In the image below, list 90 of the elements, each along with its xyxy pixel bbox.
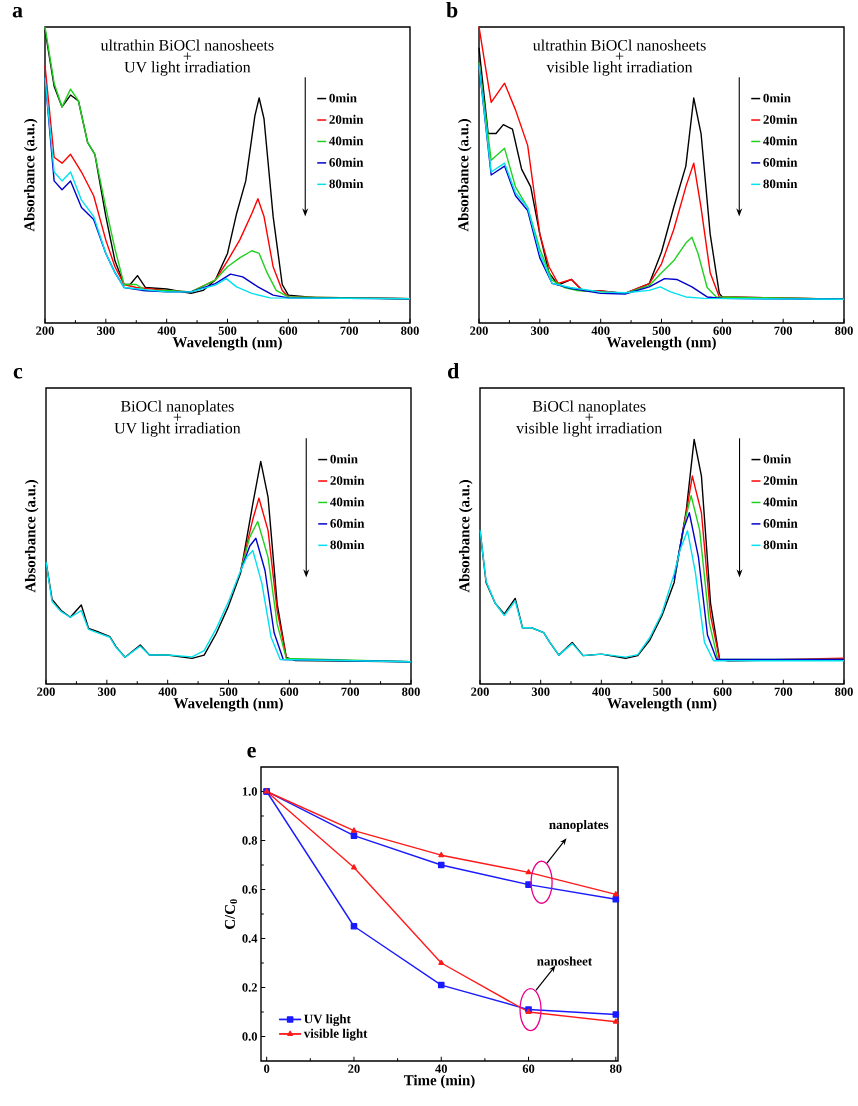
y-axis-title: C/C$_{0}$ [224, 899, 238, 929]
x-axis-title: Wavelength (nm) [607, 697, 717, 712]
y-tick-label: 0.6 [242, 885, 258, 894]
x-tick-label: 600 [713, 687, 732, 696]
x-tick-label: 800 [401, 326, 419, 335]
y-tick-label: 0.0 [242, 1032, 258, 1041]
x-tick-label: 700 [341, 687, 360, 696]
legend-label: 80min [329, 179, 364, 189]
legend-label: 20min [329, 114, 364, 124]
annotation: visible light irradiation [546, 61, 693, 76]
annotation: ultrathin BiOCl nanosheets [100, 39, 274, 51]
y-axis-title: Absorbance (a.u.) [457, 119, 472, 232]
x-tick-label: 700 [774, 326, 793, 335]
x-tick-label: 400 [591, 326, 610, 335]
x-tick-label: 300 [530, 326, 549, 335]
x-tick-label: 200 [37, 687, 55, 696]
legend-label: 80min [763, 179, 798, 189]
chart-title: e [247, 746, 256, 758]
text: BiOCl nanoplates [120, 400, 234, 415]
x-tick-label: 500 [218, 326, 237, 335]
x-tick-label: 400 [157, 326, 176, 335]
chart-title: a [12, 6, 23, 18]
x-tick-label: 200 [470, 326, 488, 335]
x-tick-label: 0 [264, 1064, 270, 1073]
y-axis-title: Absorbance (a.u.) [23, 119, 38, 232]
legend-label: UV light [304, 1014, 351, 1027]
x-tick-label: 300 [97, 687, 116, 696]
x-tick-label: 80 [610, 1064, 622, 1073]
x-tick-label: 500 [652, 326, 671, 335]
legend-label: 20min [330, 475, 365, 485]
annotation: ultrathin BiOCl nanosheets [532, 39, 706, 51]
x-tick-label: 600 [280, 687, 299, 696]
x-tick-label: 600 [279, 326, 298, 335]
x-tick-label: 20 [348, 1064, 360, 1073]
legend-label: 80min [330, 540, 365, 550]
text: UV light irradiation [114, 422, 241, 437]
x-axis-title: Wavelength (nm) [173, 697, 283, 712]
x-tick-label: 300 [531, 687, 550, 696]
x-tick-label: 800 [835, 326, 853, 335]
y-tick-label: 0.2 [242, 983, 257, 992]
legend-label: 0min [330, 454, 358, 464]
legend-label: 60min [329, 157, 364, 167]
chart-title: d [448, 363, 460, 379]
x-tick-label: 500 [653, 687, 671, 696]
y-axis-title: Absorbance (a.u.) [458, 480, 473, 593]
x-axis-title: Time (min) [403, 1074, 475, 1089]
x-tick-label: 800 [402, 687, 420, 696]
annotation: + [615, 52, 624, 60]
legend-label: 60min [330, 518, 365, 528]
y-tick-label: 0.4 [242, 934, 258, 943]
legend-label: 40min [763, 136, 798, 146]
legend-label: 0min [763, 454, 792, 464]
x-tick-label: 300 [96, 326, 115, 335]
text: visible light irradiation [516, 422, 663, 437]
x-tick-label: 800 [835, 687, 853, 696]
chart-title: c [13, 367, 23, 379]
legend-label: 40min [329, 136, 364, 146]
x-tick-label: 200 [36, 326, 54, 335]
x-axis-title: Wavelength (nm) [606, 336, 716, 351]
y-tick-label: 0.8 [242, 836, 258, 845]
x-tick-label: 600 [713, 326, 732, 335]
x-tick-label: 700 [774, 687, 793, 696]
chart-title: b [446, 2, 458, 18]
legend-label: 60min [763, 518, 798, 528]
text: + [173, 413, 182, 421]
text: BiOCl nanoplates [532, 400, 646, 415]
x-tick-label: 60 [522, 1064, 535, 1073]
x-axis-title: Wavelength (nm) [172, 336, 282, 351]
x-tick-label: 200 [471, 687, 489, 696]
annotation: + [183, 52, 192, 60]
legend-label: 60min [763, 157, 798, 167]
x-tick-label: 500 [219, 687, 238, 696]
text: + [585, 413, 593, 421]
legend-label: 40min [330, 497, 365, 507]
legend-label: 0min [329, 93, 357, 103]
x-tick-label: 400 [158, 687, 177, 696]
legend-label: 20min [763, 475, 798, 485]
annotation: nanosheet [537, 956, 593, 966]
legend-label: 0min [763, 93, 791, 103]
x-tick-label: 40 [435, 1064, 447, 1073]
legend-label: 80min [763, 540, 798, 550]
y-axis-title: Absorbance (a.u.) [24, 480, 39, 593]
annotation: UV light irradiation [124, 61, 251, 76]
legend-label: 40min [763, 497, 798, 507]
x-tick-label: 700 [340, 326, 359, 335]
legend-label: 20min [763, 114, 798, 124]
x-tick-label: 400 [592, 687, 611, 696]
y-tick-label: 1.0 [242, 787, 258, 796]
legend-label: visible light [303, 1028, 368, 1041]
annotation: nanoplates [549, 819, 609, 832]
